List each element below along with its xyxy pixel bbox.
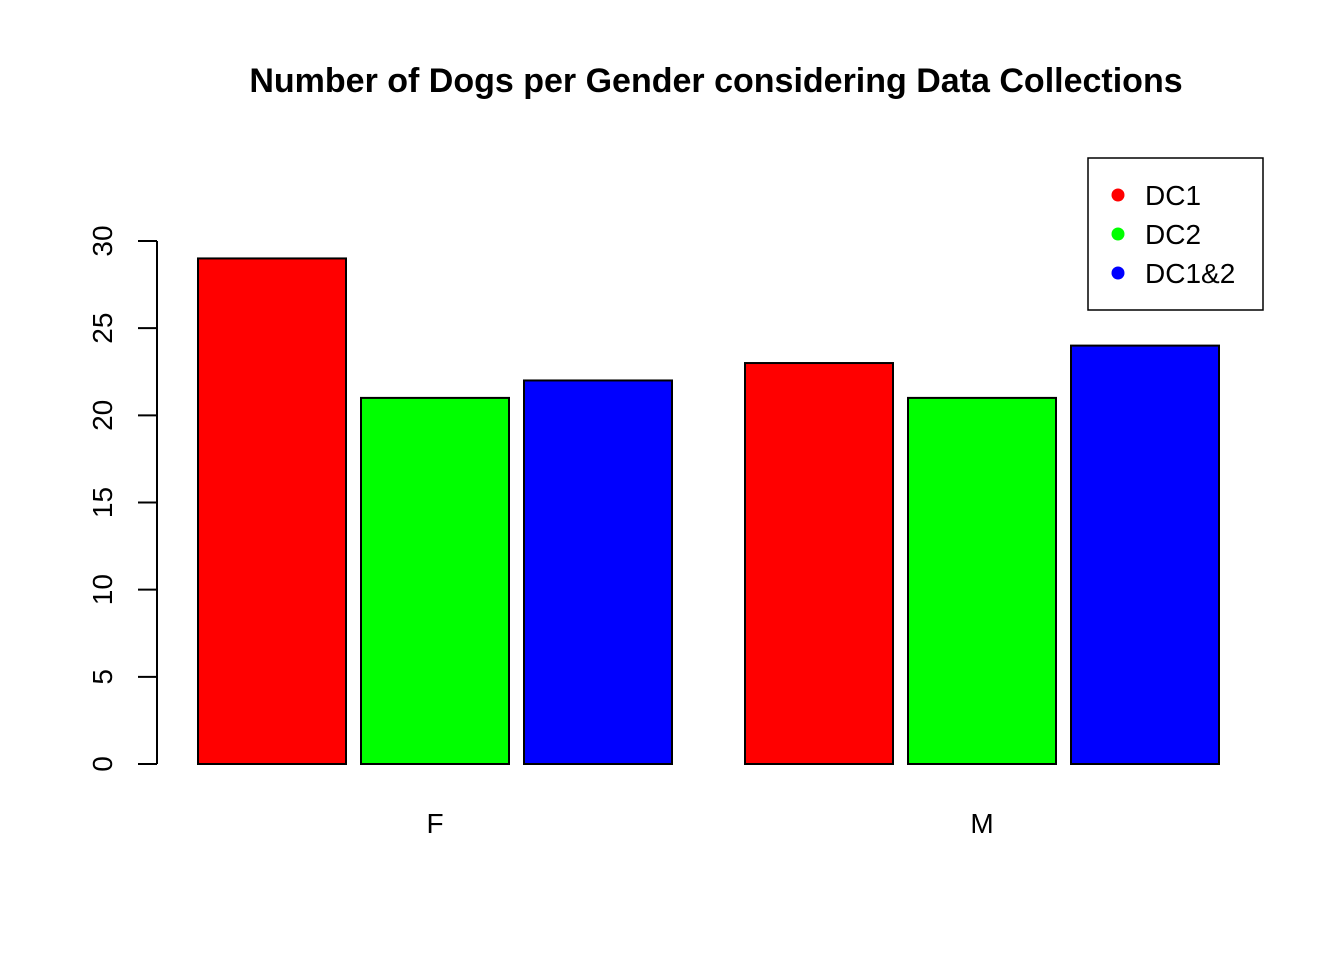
legend-marker-DC2 — [1111, 227, 1125, 241]
legend-label: DC1 — [1145, 180, 1201, 211]
legend: DC1 DC2 DC1&2 — [1087, 157, 1264, 311]
y-tick-label: 5 — [87, 669, 118, 685]
y-tick-label: 20 — [87, 400, 118, 431]
bar-F-DC1&2 — [523, 379, 673, 765]
chart-title: Number of Dogs per Gender considering Da… — [249, 62, 1182, 100]
y-axis: 0 5 10 15 20 25 30 — [87, 225, 158, 772]
bars-group — [197, 257, 1220, 765]
x-tick-label: M — [970, 808, 993, 839]
legend-marker-DC1&2 — [1111, 266, 1125, 280]
y-tick-label: 10 — [87, 574, 118, 605]
legend-label: DC1&2 — [1145, 258, 1235, 289]
legend-label: DC2 — [1145, 219, 1201, 250]
x-tick-label: F — [426, 808, 443, 839]
y-tick-label: 30 — [87, 225, 118, 256]
bar-M-DC2 — [907, 396, 1057, 765]
bar-F-DC1 — [197, 257, 347, 765]
bar-M-DC1&2 — [1070, 344, 1220, 765]
bar-F-DC2 — [360, 396, 510, 765]
y-tick-label: 15 — [87, 487, 118, 518]
legend-marker-DC1 — [1111, 188, 1125, 202]
y-tick-label: 25 — [87, 313, 118, 344]
bar-M-DC1 — [744, 362, 894, 765]
y-tick-label: 0 — [87, 756, 118, 772]
